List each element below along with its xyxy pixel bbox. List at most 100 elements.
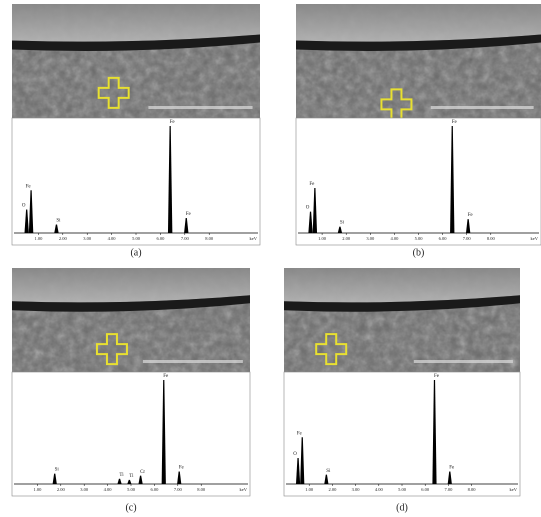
caption: (b)	[413, 247, 425, 258]
x-tick-label: 1.00	[305, 487, 314, 492]
x-tick-label: 4.00	[390, 236, 399, 241]
sem-band	[12, 34, 260, 51]
peak	[117, 478, 122, 484]
x-tick-label: 3.00	[83, 236, 92, 241]
sem-top	[284, 268, 520, 303]
peak	[308, 211, 313, 233]
x-tick-label: 5.00	[398, 487, 407, 492]
peak	[161, 380, 166, 484]
peak	[447, 471, 452, 484]
x-tick-label: 8.00	[197, 487, 206, 492]
spectrum-frame	[295, 117, 541, 246]
caption: (c)	[125, 502, 136, 513]
sem-image	[296, 4, 541, 118]
peak-label: Si	[326, 469, 331, 474]
sem-scalebar	[142, 360, 243, 363]
peak	[177, 471, 182, 484]
peak-label: Fe	[452, 120, 458, 125]
peak-label: Fe	[179, 466, 185, 471]
sem-top	[12, 268, 250, 303]
x-tick-label: 2.00	[59, 236, 68, 241]
spectrum-frame	[11, 117, 261, 246]
peak	[184, 218, 189, 233]
peak-label: Ti	[119, 473, 124, 478]
peak	[54, 224, 59, 233]
peak	[52, 473, 57, 484]
peak	[450, 126, 455, 233]
panel: 1.00 2.00 3.00 4.00 5.00 6.00 7.00 8.00 keV Si Ti T…	[11, 268, 251, 513]
peak	[28, 190, 34, 233]
peak	[127, 479, 132, 484]
x-tick-label: 4.00	[375, 487, 384, 492]
marker-cross	[97, 76, 130, 109]
peak-label: Fe	[434, 374, 440, 379]
x-tick-label: 1.00	[318, 236, 327, 241]
sem-band	[12, 295, 250, 312]
sem-scalebar	[148, 106, 253, 109]
peak-label: O	[22, 204, 26, 209]
sem-band	[296, 34, 541, 51]
x-unit: keV	[510, 487, 518, 492]
peak-label: Si	[56, 219, 61, 224]
x-tick-label: 6.00	[150, 487, 159, 492]
sem-top	[12, 4, 260, 42]
x-unit: keV	[531, 236, 539, 241]
peak-label: Fe	[186, 212, 192, 217]
x-tick-label: 3.00	[80, 487, 89, 492]
x-tick-label: 5.00	[415, 236, 424, 241]
x-tick-label: 6.00	[156, 236, 165, 241]
peak	[312, 188, 318, 233]
x-tick-label: 1.00	[33, 487, 42, 492]
peak-label: Fe	[26, 184, 32, 189]
sem-band	[284, 295, 520, 312]
peak-label: Si	[340, 221, 345, 226]
x-tick-label: 8.00	[468, 487, 477, 492]
x-unit: keV	[240, 487, 248, 492]
peak-label: Fe	[170, 120, 176, 125]
x-tick-label: 2.00	[57, 487, 66, 492]
peak-label: O	[293, 452, 297, 457]
peak-label: Si	[55, 468, 60, 473]
spectrum-frame	[11, 371, 251, 497]
marker-cross	[315, 333, 348, 366]
peak	[465, 219, 471, 233]
sem-scalebar	[413, 360, 513, 363]
peak-label: O	[306, 206, 310, 211]
panel: 1.00 2.00 3.00 4.00 5.00 6.00 7.00 8.00 keV O Fe Si…	[295, 4, 541, 258]
sem-image	[284, 268, 520, 372]
x-tick-label: 2.00	[328, 487, 337, 492]
x-tick-label: 7.00	[174, 487, 183, 492]
x-tick-label: 4.00	[108, 236, 117, 241]
peak	[167, 126, 173, 233]
peak	[295, 458, 301, 484]
sem-image	[12, 4, 260, 118]
x-tick-label: 8.00	[487, 236, 496, 241]
peak-label: Fe	[468, 213, 474, 218]
x-tick-label: 5.00	[132, 236, 141, 241]
peak	[432, 380, 437, 484]
peak-label: Fe	[163, 374, 169, 379]
x-tick-label: 3.00	[366, 236, 375, 241]
x-tick-label: 8.00	[205, 236, 214, 241]
sem-scalebar	[430, 106, 534, 109]
marker-cross	[380, 88, 413, 118]
caption: (a)	[130, 247, 141, 258]
peak	[24, 209, 29, 233]
peak-label: Fe	[309, 182, 315, 187]
x-tick-label: 4.00	[104, 487, 113, 492]
peak	[300, 437, 305, 484]
spectrum-frame	[283, 371, 521, 497]
peak	[337, 226, 343, 233]
peak	[324, 474, 329, 484]
x-tick-label: 6.00	[439, 236, 448, 241]
peak-label: Fe	[297, 431, 303, 436]
peak	[138, 475, 143, 484]
peak-label: Fe	[449, 466, 455, 471]
x-tick-label: 1.00	[34, 236, 43, 241]
marker-cross	[95, 333, 128, 366]
caption: (d)	[396, 502, 408, 513]
x-tick-label: 7.00	[181, 236, 190, 241]
peak-label: Ti	[129, 474, 134, 479]
sem-image	[12, 268, 250, 372]
